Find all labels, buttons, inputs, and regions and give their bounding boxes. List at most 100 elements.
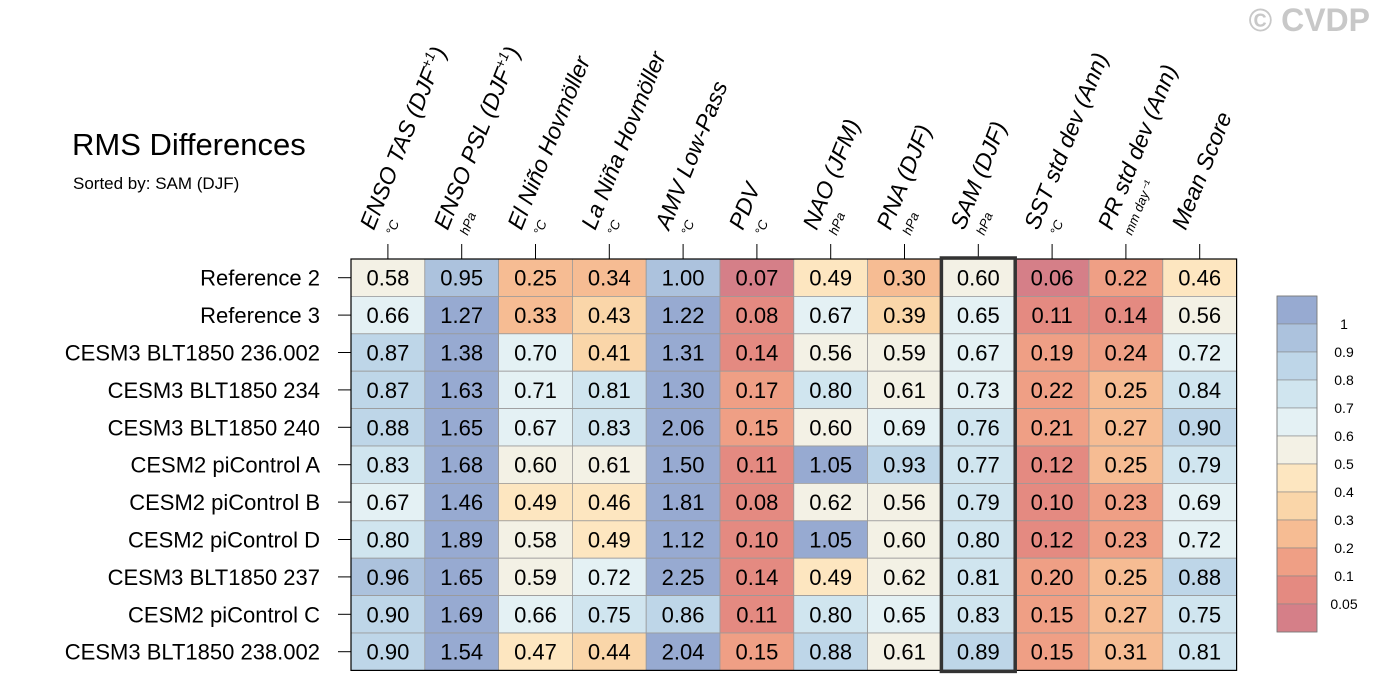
watermark: © CVDP bbox=[1248, 2, 1370, 38]
heatmap-cell bbox=[1162, 408, 1238, 447]
cell-value: 0.65 bbox=[883, 602, 926, 627]
heatmap-cell bbox=[867, 557, 942, 597]
column-unit: °C bbox=[752, 217, 772, 237]
cell-value: 0.80 bbox=[957, 528, 1000, 553]
cell-value: 0.56 bbox=[883, 490, 926, 515]
cell-value: 0.88 bbox=[1178, 565, 1221, 590]
row-label: CESM3 BLT1850 234 bbox=[108, 378, 320, 403]
cell-value: 1.27 bbox=[440, 303, 483, 328]
column-header: PNA (DJF) bbox=[871, 121, 936, 233]
legend-label: 0.2 bbox=[1334, 540, 1354, 556]
heatmap-cell bbox=[1088, 295, 1164, 335]
legend-swatch bbox=[1276, 379, 1318, 409]
heatmap-cell bbox=[719, 408, 795, 447]
row-label: CESM2 piControl A bbox=[130, 453, 320, 478]
legend-label: 0.3 bbox=[1334, 512, 1354, 528]
column-unit: hPa bbox=[973, 210, 996, 237]
legend-label: 0.1 bbox=[1334, 568, 1354, 584]
heatmap-cell bbox=[645, 520, 721, 559]
heatmap-cell bbox=[498, 557, 573, 597]
cell-value: 0.61 bbox=[883, 640, 926, 665]
heatmap-cell bbox=[867, 595, 942, 634]
cell-value: 0.60 bbox=[883, 528, 926, 553]
heatmap-cell bbox=[719, 520, 795, 559]
cell-value: 0.39 bbox=[883, 303, 926, 328]
heatmap-cell bbox=[498, 333, 573, 372]
cell-value: 0.62 bbox=[883, 565, 926, 590]
cell-value: 0.24 bbox=[1104, 341, 1147, 366]
cell-value: 0.59 bbox=[883, 341, 926, 366]
cell-value: 0.46 bbox=[588, 490, 631, 515]
heatmap-frame bbox=[350, 258, 1238, 671]
heatmap-cell bbox=[867, 408, 942, 447]
cell-value: 0.80 bbox=[809, 378, 852, 403]
cell-value: 0.10 bbox=[1031, 490, 1074, 515]
heatmap-cell bbox=[793, 370, 868, 410]
heatmap-cell bbox=[645, 482, 721, 522]
cell-value: 0.49 bbox=[809, 266, 852, 291]
cell-value: 0.76 bbox=[957, 415, 1000, 440]
row-label: Reference 3 bbox=[200, 303, 320, 328]
heatmap-cell bbox=[645, 595, 721, 634]
column-label: AMV Low-Pass bbox=[649, 77, 733, 235]
cell-value: 0.61 bbox=[883, 378, 926, 403]
cell-value: 1.46 bbox=[440, 490, 483, 515]
highlighted-column-frame bbox=[939, 256, 1017, 674]
heatmap-cell bbox=[1088, 557, 1164, 597]
heatmap-cell bbox=[1014, 595, 1090, 634]
cell-value: 0.43 bbox=[588, 303, 631, 328]
cell-value: 0.69 bbox=[1178, 490, 1221, 515]
cell-value: 0.69 bbox=[883, 415, 926, 440]
legend-swatch bbox=[1276, 407, 1318, 437]
cell-value: 0.81 bbox=[1178, 640, 1221, 665]
heatmap-cell bbox=[1088, 408, 1164, 447]
cell-value: 0.72 bbox=[588, 565, 631, 590]
row-label: CESM3 BLT1850 240 bbox=[108, 415, 320, 440]
cell-value: 0.83 bbox=[957, 602, 1000, 627]
legend-swatch bbox=[1276, 491, 1318, 521]
cell-value: 0.46 bbox=[1178, 266, 1221, 291]
cell-value: 0.23 bbox=[1104, 528, 1147, 553]
cell-value: 0.83 bbox=[366, 453, 409, 478]
cell-value: 0.27 bbox=[1104, 415, 1147, 440]
cell-value: 0.60 bbox=[957, 266, 1000, 291]
heatmap-cell bbox=[719, 333, 795, 372]
cell-value: 0.08 bbox=[735, 490, 778, 515]
cell-value: 0.22 bbox=[1031, 378, 1074, 403]
column-label: El Niño Hovmöller bbox=[502, 51, 596, 233]
heatmap-cell bbox=[1088, 445, 1164, 484]
heatmap-cell bbox=[719, 445, 795, 484]
heatmap-cell bbox=[350, 557, 426, 597]
heatmap-cell bbox=[793, 632, 868, 671]
column-unit: °C bbox=[383, 217, 403, 237]
column-unit: hPa bbox=[899, 210, 922, 237]
cell-value: 0.15 bbox=[1031, 602, 1074, 627]
row-label: CESM3 BLT1850 237 bbox=[108, 565, 320, 590]
cell-value: 0.47 bbox=[514, 640, 557, 665]
heatmap-cell bbox=[793, 595, 868, 634]
legend-frame bbox=[1276, 295, 1318, 633]
heatmap-cell bbox=[1014, 445, 1090, 484]
cell-value: 0.72 bbox=[1178, 341, 1221, 366]
heatmap-cell bbox=[867, 258, 942, 297]
heatmap-cell bbox=[719, 482, 795, 522]
cell-value: 1.54 bbox=[440, 640, 483, 665]
cell-value: 0.11 bbox=[1032, 303, 1073, 328]
heatmap-cell bbox=[572, 333, 647, 372]
heatmap-cell bbox=[572, 595, 647, 634]
cell-value: 0.41 bbox=[588, 341, 631, 366]
cell-value: 0.30 bbox=[883, 266, 926, 291]
row-label: CESM3 BLT1850 236.002 bbox=[65, 341, 320, 366]
cell-value: 0.80 bbox=[809, 602, 852, 627]
heatmap-cell bbox=[1088, 258, 1164, 297]
chart-subtitle: Sorted by: SAM (DJF) bbox=[73, 174, 240, 193]
cell-value: 0.73 bbox=[957, 378, 1000, 403]
heatmap-cell bbox=[1162, 557, 1238, 597]
column-header: SAM (DJF) bbox=[945, 118, 1012, 233]
cell-value: 1.38 bbox=[440, 341, 483, 366]
column-header: NAO (JFM) bbox=[797, 115, 865, 233]
cell-value: 1.65 bbox=[440, 565, 483, 590]
cell-value: 0.14 bbox=[735, 565, 778, 590]
cell-value: 0.75 bbox=[1178, 602, 1221, 627]
